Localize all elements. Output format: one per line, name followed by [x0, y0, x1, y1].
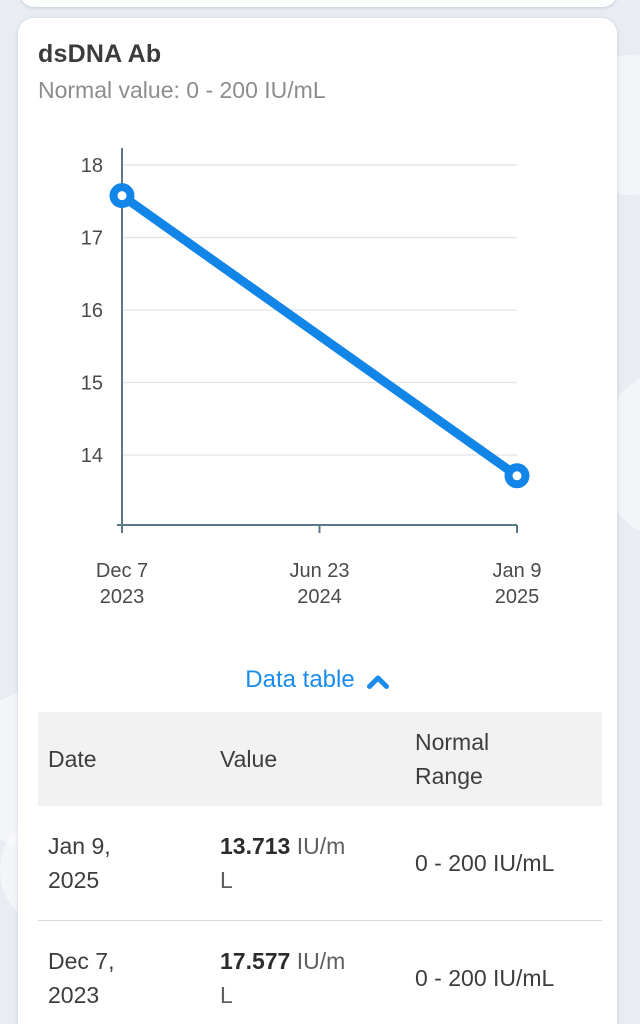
range-cell: 0 - 200 IU/mL: [415, 850, 555, 876]
svg-text:16: 16: [81, 300, 103, 322]
svg-text:17: 17: [81, 228, 103, 250]
chevron-up-icon: [366, 675, 389, 689]
svg-text:14: 14: [81, 445, 103, 467]
svg-text:Jun 23: Jun 23: [289, 560, 349, 582]
date-cell: Jan 9, 2025: [48, 833, 111, 893]
table-row: Dec 7, 2023 17.577 IU/mL 0 - 200 IU/mL: [38, 920, 602, 1024]
previous-card-edge: [20, 0, 617, 7]
svg-text:Dec 7: Dec 7: [96, 560, 148, 582]
column-header-value: Value: [220, 745, 278, 772]
svg-text:15: 15: [81, 373, 103, 395]
trend-chart: 18 17 16 15 14 Dec 7 2023 Jun 23 2024 Jan 9 2025: [81, 148, 542, 608]
column-header-date: Date: [48, 745, 97, 772]
data-table-toggle[interactable]: Data table: [18, 662, 617, 698]
svg-text:2023: 2023: [100, 586, 145, 608]
page-title: dsDNA Ab: [38, 40, 162, 68]
table-body: Jan 9, 2025 13.713 IU/mL 0 - 200 IU/mL Dec …: [38, 806, 602, 1024]
svg-text:2025: 2025: [495, 586, 540, 608]
value-cell: 13.713 IU/mL: [220, 833, 346, 893]
svg-text:Jan 9: Jan 9: [493, 560, 542, 582]
column-header-normal-range: Normal Range: [415, 729, 490, 789]
svg-text:2024: 2024: [297, 586, 342, 608]
range-cell: 0 - 200 IU/mL: [415, 965, 555, 991]
data-table-toggle-label: Data table: [245, 666, 355, 693]
result-card: dsDNA Ab Normal value: 0 - 200 IU/mL 18 1…: [18, 18, 617, 1024]
normal-value-subtitle: Normal value: 0 - 200 IU/mL: [38, 77, 326, 103]
results-table: Date Value Normal Range Jan 9, 2025 13.713 …: [38, 712, 602, 1024]
table-row: Jan 9, 2025 13.713 IU/mL 0 - 200 IU/mL: [38, 806, 602, 920]
date-cell: Dec 7, 2023: [48, 948, 115, 1008]
svg-text:18: 18: [81, 155, 103, 177]
table-header-row: Date Value Normal Range: [38, 712, 602, 806]
value-cell: 17.577 IU/mL: [220, 948, 346, 1008]
